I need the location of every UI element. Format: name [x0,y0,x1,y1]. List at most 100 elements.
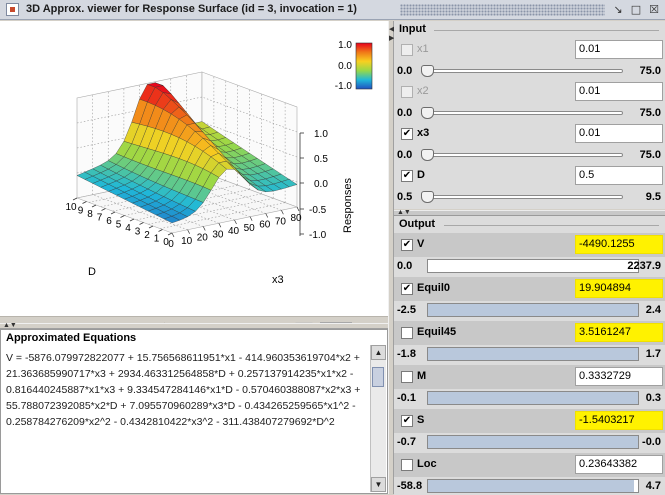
y-tick: 0 [163,237,169,248]
x3-checkbox[interactable]: ✔ [401,128,413,140]
input-row-d: ✔ D 0.5 [394,164,665,188]
slider-min: 0.0 [397,149,413,161]
equil45-range-bar [427,347,639,361]
title-grip [400,4,605,16]
range-min: -0.1 [397,392,416,404]
output-panel: Output ✔ V -4490.1255 0.0 2237.9 ✔ Equil0 19.90… [394,216,665,495]
window-title: 3D Approx. viewer for Response Surface (… [26,3,357,15]
output-row-loc: Loc 0.23643382 [394,453,665,477]
range-min: -0.7 [397,436,416,448]
d-slider-row: 0.5 9.5 [394,188,665,206]
x2-checkbox[interactable] [401,86,413,98]
input-panel: Input x1 0.01 0.0 75.0 x2 0.01 0.0 75.0 ✔ x3 0.01 0… [394,21,665,209]
range-max: 2.4 [645,304,661,316]
splitter-arrows-icon[interactable]: ◀ ▶ [389,26,395,42]
x2-slider-row: 0.0 75.0 [394,104,665,122]
controls-pane: Input x1 0.01 0.0 75.0 x2 0.01 0.0 75.0 ✔ x3 0.01 0… [394,21,665,495]
loc-checkbox[interactable] [401,459,413,471]
equil45-range-fill [428,348,638,360]
x-tick: 0 [168,239,174,250]
scroll-down-icon[interactable]: ▼ [371,477,386,492]
splitter-arrows-icon[interactable]: ▲▼ [3,322,17,329]
s-range-fill [428,436,638,448]
splitter-arrows-icon[interactable]: ▲▼ [397,209,411,216]
v-label: V [417,238,425,250]
maximize-icon[interactable]: □ [630,3,642,16]
y-tick: 9 [78,206,84,217]
legend-tick: -1.0 [335,81,353,92]
range-min: -1.8 [397,348,416,360]
x2-value-field[interactable]: 0.01 [575,82,663,101]
d-checkbox[interactable]: ✔ [401,170,413,182]
app-icon [6,3,19,16]
x1-slider-thumb[interactable] [421,65,434,77]
loc-range-fill [428,480,634,492]
range-max: 1.7 [645,348,661,360]
s-checkbox[interactable]: ✔ [401,415,413,427]
v-range-bar [427,259,639,273]
minimize-icon[interactable]: ↘ [613,3,623,16]
x1-value-field[interactable]: 0.01 [575,40,663,59]
d-slider-track[interactable] [421,195,623,199]
surface-plot-svg[interactable]: 1.0 0.0 -1.0 1.0 0.5 0.0 -0.5 -1.0 Respo… [0,21,388,313]
s-label: S [417,414,425,426]
y-tick: 2 [144,230,150,241]
d-slider-thumb[interactable] [421,191,434,203]
x1-checkbox[interactable] [401,44,413,56]
equil0-checkbox[interactable]: ✔ [401,283,413,295]
slider-max: 75.0 [639,65,661,77]
m-checkbox[interactable] [401,371,413,383]
v-value-field: -4490.1255 [575,235,663,254]
y-tick: 3 [135,227,141,238]
d-value-field[interactable]: 0.5 [575,166,663,185]
scroll-thumb[interactable] [372,367,384,387]
right-splitter[interactable]: ▲▼ [394,209,665,216]
equations-scrollbar[interactable]: ▲ ▼ [370,345,386,492]
x3-slider-track[interactable] [421,153,623,157]
x3-label: x3 [417,127,430,139]
surface-plot[interactable]: 1.0 0.0 -1.0 1.0 0.5 0.0 -0.5 -1.0 Respo… [0,21,388,313]
response-surface [76,82,298,224]
equil45-checkbox[interactable] [401,327,413,339]
legend-tick: 0.0 [338,61,352,72]
slider-min: 0.5 [397,191,413,203]
output-row-v: ✔ V -4490.1255 [394,233,665,257]
x-tick: 40 [228,226,240,237]
x2-slider-track[interactable] [421,111,623,115]
scroll-up-icon[interactable]: ▲ [371,345,386,360]
close-icon[interactable]: ☒ [649,3,659,16]
loc-label: Loc [417,458,437,470]
output-row-equil45: Equil45 3.5161247 [394,321,665,345]
x3-slider-thumb[interactable] [421,149,434,161]
input-row-x2: x2 0.01 [394,80,665,104]
horizontal-splitter[interactable]: ◀ ▶ [388,21,394,494]
x2-slider-thumb[interactable] [421,107,434,119]
output-row-s: ✔ S -1.5403217 [394,409,665,433]
y-tick: 7 [97,213,103,224]
d-label: D [417,169,425,181]
equil0-value-field: 19.904894 [575,279,663,298]
y-axis-label: D [88,266,96,278]
m-label: M [417,370,427,382]
v-checkbox[interactable]: ✔ [401,239,413,251]
equil0-label: Equil0 [417,282,451,294]
loc-range-bar [427,479,639,493]
s-range-row: -0.7 -0.0 [394,433,665,451]
x-tick: 10 [181,236,193,247]
output-title: Output [399,218,436,230]
x3-slider-row: 0.0 75.0 [394,146,665,164]
z-axis-label: Responses [342,177,354,233]
slider-min: 0.0 [397,107,413,119]
x-tick: 20 [197,233,209,244]
vertical-splitter[interactable]: ▲▼ [0,322,388,329]
x3-value-field[interactable]: 0.01 [575,124,663,143]
z-tick: -1.0 [309,230,327,241]
m-range-row: -0.1 0.3 [394,389,665,407]
viewer-pane: 1.0 0.0 -1.0 1.0 0.5 0.0 -0.5 -1.0 Respo… [0,21,388,494]
x1-label: x1 [417,43,429,55]
slider-max: 75.0 [639,149,661,161]
x-tick: 60 [259,220,271,231]
equil45-label: Equil45 [417,326,457,338]
x1-slider-track[interactable] [421,69,623,73]
legend-tick: 1.0 [338,40,352,51]
